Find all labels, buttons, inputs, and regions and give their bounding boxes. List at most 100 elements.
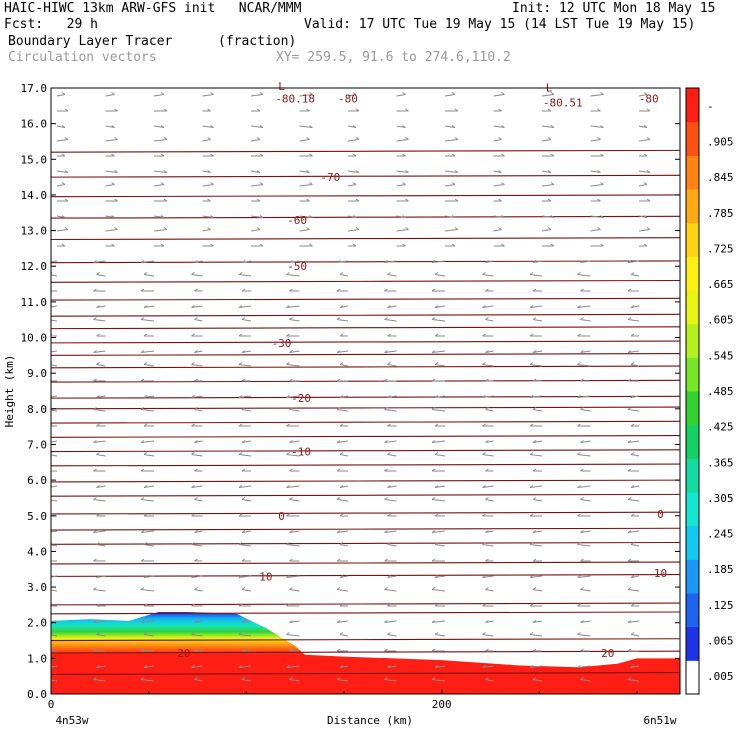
circulation-vector-head (630, 485, 635, 488)
circulation-vector-head (355, 227, 360, 230)
circulation-vector (140, 319, 155, 322)
circulation-vector-head (306, 137, 310, 140)
circulation-vector-head (93, 468, 97, 472)
isotherm-line (51, 215, 680, 219)
circulation-vector-head (577, 513, 581, 517)
circulation-vector-head (434, 305, 439, 308)
y-axis-label: Height (km) (3, 355, 16, 428)
colorbar-swatch (686, 525, 699, 560)
isotherm-line (51, 297, 680, 301)
circulation-vector (347, 125, 357, 128)
isotherm-line (51, 326, 680, 330)
circulation-vector-head (547, 198, 552, 202)
circulation-vector (387, 305, 397, 308)
circulation-vector (93, 499, 106, 502)
circulation-vector-head (384, 468, 388, 472)
circulation-vector (299, 229, 310, 232)
x-axis-label: Distance (km) (327, 714, 413, 727)
circulation-vector-head (577, 362, 581, 365)
circulation-vector-head (630, 395, 635, 398)
circulation-vector (143, 634, 155, 637)
circulation-vector-head (498, 198, 502, 202)
circulation-vector-head (259, 182, 264, 185)
circulation-vector (590, 215, 604, 218)
circulation-vector-head (241, 407, 246, 410)
circulation-vector-head (194, 558, 198, 562)
circulation-vector (529, 364, 543, 367)
circulation-vector-head (482, 485, 486, 488)
circulation-vector-head (454, 198, 459, 202)
circulation-vector (532, 319, 543, 322)
circulation-vector-head (431, 677, 436, 680)
isotherm-label: -20 (291, 392, 311, 405)
circulation-vector-head (550, 153, 555, 157)
isotherm-line (51, 353, 680, 356)
circulation-vector (590, 184, 604, 187)
circulation-vector-head (434, 395, 439, 398)
circulation-vector (93, 440, 106, 443)
circulation-vector-head (289, 378, 293, 382)
circulation-vector (529, 305, 543, 308)
circulation-vector-head (600, 92, 604, 95)
circulation-vector-head (451, 125, 456, 128)
circulation-vector (289, 589, 300, 592)
circulation-vector-head (643, 92, 648, 95)
colorbar-label: .425 (707, 421, 734, 434)
circulation-vector (56, 125, 66, 128)
circulation-vector (143, 665, 155, 668)
circulation-vector-head (580, 317, 584, 320)
circulation-vector-head (163, 227, 168, 230)
circulation-vector-head (259, 92, 264, 95)
circulation-vector (96, 454, 106, 457)
circulation-vector (289, 499, 300, 502)
circulation-vector-head (482, 362, 486, 365)
circulation-vector-head (96, 542, 100, 545)
circulation-vector (485, 499, 494, 502)
isotherm-line (51, 479, 680, 483)
circulation-vector (630, 544, 640, 547)
circulation-vector (194, 679, 203, 682)
circulation-vector (194, 530, 203, 533)
circulation-vector-head (140, 378, 145, 382)
circulation-vector-head (64, 198, 69, 202)
circulation-vector-head (485, 378, 489, 382)
circulation-vector-head (627, 648, 632, 652)
circulation-vector (194, 440, 203, 443)
circulation-vector (339, 274, 349, 277)
circulation-vector (485, 620, 494, 623)
circulation-vector-head (289, 558, 293, 562)
circulation-vector-head (498, 137, 502, 140)
circulation-vector (93, 260, 106, 263)
isotherm-label: 10 (259, 570, 272, 583)
circulation-vector-head (339, 513, 344, 517)
circulation-vector-head (210, 125, 214, 128)
circulation-vector (191, 665, 203, 668)
circulation-vector-head (140, 468, 145, 472)
circulation-vector-head (387, 395, 391, 398)
circulation-vector-head (241, 260, 246, 263)
colorbar-label: .545 (707, 349, 734, 362)
circulation-vector-head (482, 395, 486, 398)
circulation-vector-head (194, 407, 198, 410)
circulation-vector-head (485, 587, 489, 590)
circulation-vector-head (643, 125, 648, 128)
isotherm-line (51, 194, 680, 198)
circulation-vector (238, 305, 252, 308)
circulation-vector-head (140, 620, 145, 623)
circulation-vector-head (532, 558, 537, 562)
isotherm-label: 0 (278, 510, 285, 523)
circulation-vector-head (140, 440, 145, 443)
circulation-vector (93, 409, 106, 412)
circulation-vector-head (143, 513, 148, 517)
circulation-vector-head (191, 362, 195, 365)
circulation-vector (482, 665, 494, 668)
circulation-vector (577, 544, 591, 547)
circulation-vector-head (532, 497, 537, 500)
circulation-vector (493, 170, 502, 173)
circulation-vector (143, 274, 155, 277)
circulation-vector (194, 499, 203, 502)
circulation-vector (577, 305, 591, 308)
circulation-vector (140, 350, 155, 353)
circulation-vector-head (627, 260, 632, 263)
circulation-vector-head (143, 452, 148, 455)
